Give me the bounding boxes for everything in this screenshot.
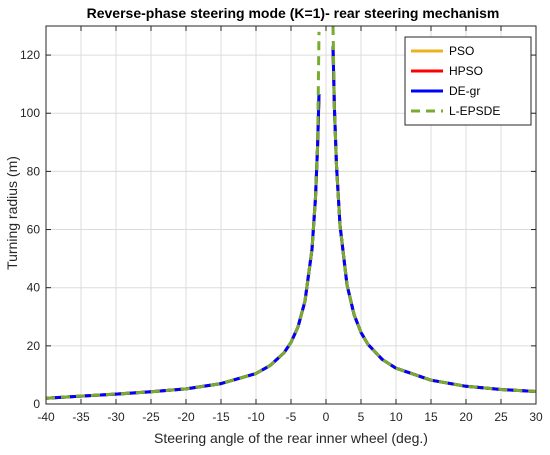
x-tick-label: -40 — [37, 410, 55, 424]
x-tick-label: -30 — [107, 410, 125, 424]
series-layer — [46, 26, 536, 400]
y-tick-label: 80 — [27, 164, 41, 178]
x-tick-label: 25 — [494, 410, 508, 424]
chart-title: Reverse-phase steering mode (K=1)- rear … — [87, 5, 500, 21]
y-axis-label: Turning radius (m) — [4, 156, 20, 270]
x-tick-label: -35 — [72, 410, 90, 424]
legend-label: PSO — [449, 44, 474, 58]
y-axis: 0 20 40 60 80 100 120 — [20, 48, 536, 411]
legend: PSO HPSO DE-gr L-EPSDE — [404, 36, 532, 126]
x-tick-label: -15 — [212, 410, 230, 424]
legend-label: HPSO — [449, 64, 483, 78]
y-tick-label: 40 — [27, 281, 41, 295]
y-tick-label: 20 — [27, 339, 41, 353]
x-tick-label: -10 — [247, 410, 265, 424]
y-tick-label: 100 — [20, 106, 40, 120]
x-tick-label: 20 — [459, 410, 473, 424]
legend-label: L-EPSDE — [449, 104, 500, 118]
series-line-l-epsde — [331, 26, 536, 393]
legend-label: DE-gr — [449, 84, 480, 98]
x-tick-label: -20 — [177, 410, 195, 424]
x-tick-label: 5 — [358, 410, 365, 424]
x-tick-label: 0 — [323, 410, 330, 424]
x-tick-label: -25 — [142, 410, 160, 424]
y-tick-label: 0 — [33, 397, 40, 411]
x-axis: -40 -35 -30 -25 -20 -15 -10 -5 0 5 10 15 20 25 30 — [37, 26, 543, 424]
series-line-l-epsde — [46, 31, 321, 400]
y-tick-label: 60 — [27, 223, 41, 237]
x-tick-label: 10 — [389, 410, 403, 424]
y-tick-label: 120 — [20, 48, 40, 62]
x-tick-label: -5 — [286, 410, 297, 424]
x-axis-label: Steering angle of the rear inner wheel (… — [154, 430, 428, 446]
x-tick-label: 30 — [529, 410, 543, 424]
x-tick-label: 15 — [424, 410, 438, 424]
